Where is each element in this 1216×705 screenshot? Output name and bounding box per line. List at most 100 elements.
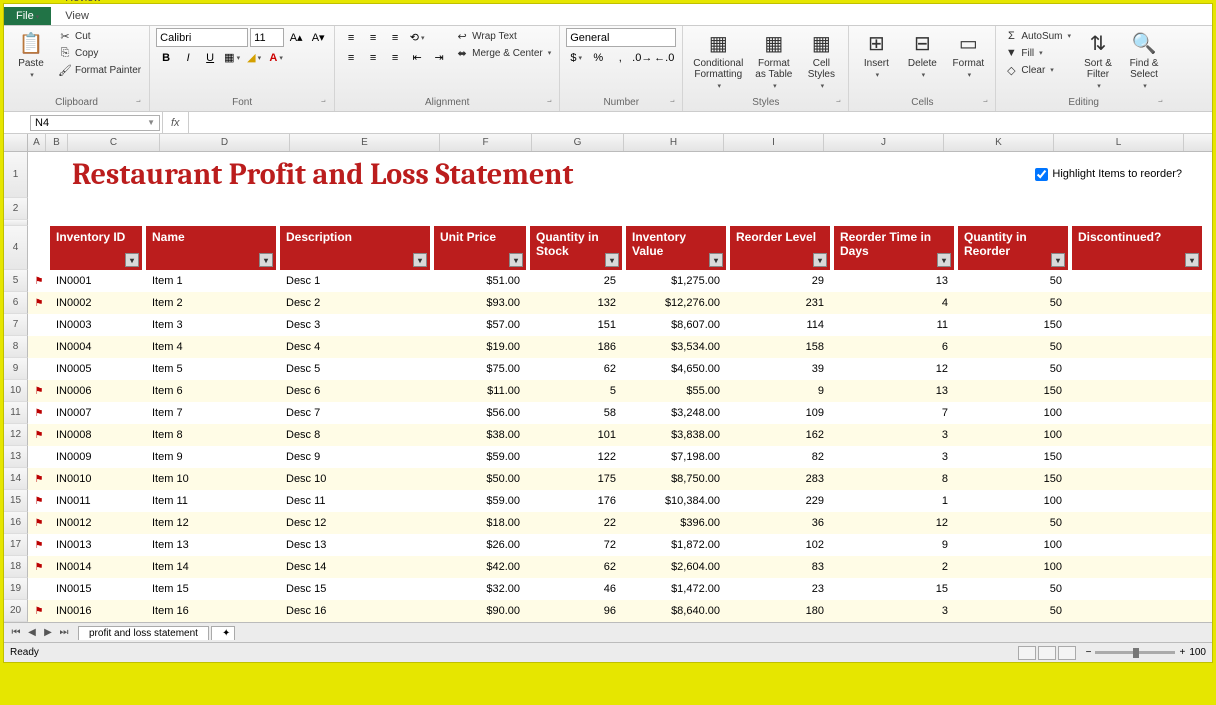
cell[interactable]: 114 xyxy=(730,319,830,331)
cell[interactable]: 7 xyxy=(834,407,954,419)
cell[interactable]: $3,838.00 xyxy=(626,429,726,441)
cell[interactable]: 186 xyxy=(530,341,622,353)
highlight-checkbox-input[interactable] xyxy=(1035,168,1048,181)
cell[interactable]: $26.00 xyxy=(434,539,526,551)
cell[interactable]: 150 xyxy=(958,451,1068,463)
new-sheet-button[interactable]: ✦ xyxy=(211,626,235,640)
col-header-C[interactable]: C xyxy=(68,134,160,151)
fx-button[interactable]: fx xyxy=(162,112,189,133)
cell[interactable]: $59.00 xyxy=(434,451,526,463)
cell[interactable]: 1 xyxy=(834,495,954,507)
cell[interactable]: IN0002 xyxy=(50,297,142,309)
align-bottom-button[interactable]: ≡ xyxy=(385,28,405,47)
grow-font-button[interactable]: A▴ xyxy=(286,28,306,47)
cell[interactable]: 101 xyxy=(530,429,622,441)
row-header-13[interactable]: 13 xyxy=(4,446,28,468)
cell[interactable]: 100 xyxy=(958,429,1068,441)
cell[interactable]: IN0005 xyxy=(50,363,142,375)
cell[interactable]: Item 6 xyxy=(146,385,276,397)
border-button[interactable]: ▦ xyxy=(222,48,242,67)
row-header-5[interactable]: 5 xyxy=(4,270,28,292)
cell[interactable]: 8 xyxy=(834,473,954,485)
cell[interactable]: Desc 9 xyxy=(280,451,430,463)
cell[interactable]: IN0007 xyxy=(50,407,142,419)
find-select-button[interactable]: 🔍Find & Select xyxy=(1123,28,1165,92)
filter-button[interactable]: ▾ xyxy=(709,253,723,267)
cell[interactable]: 3 xyxy=(834,429,954,441)
align-right-button[interactable]: ≡ xyxy=(385,48,405,67)
comma-button[interactable]: , xyxy=(610,48,630,67)
cell[interactable]: Desc 4 xyxy=(280,341,430,353)
copy-button[interactable]: ⎘Copy xyxy=(56,45,143,61)
cell[interactable]: Item 4 xyxy=(146,341,276,353)
cell[interactable]: 50 xyxy=(958,363,1068,375)
cell[interactable]: $3,248.00 xyxy=(626,407,726,419)
row-header-4[interactable]: 4 xyxy=(4,226,28,270)
format-painter-button[interactable]: 🖌Format Painter xyxy=(56,62,143,78)
font-color-button[interactable]: A xyxy=(266,48,286,67)
cell[interactable]: Desc 15 xyxy=(280,583,430,595)
inc-decimal-button[interactable]: .0→ xyxy=(632,48,652,67)
cell[interactable]: 11 xyxy=(834,319,954,331)
align-left-button[interactable]: ≡ xyxy=(341,48,361,67)
cell[interactable]: $12,276.00 xyxy=(626,297,726,309)
cell[interactable]: 96 xyxy=(530,605,622,617)
cell[interactable]: 50 xyxy=(958,605,1068,617)
fill-button[interactable]: ▼Fill xyxy=(1002,45,1073,61)
row-header-15[interactable]: 15 xyxy=(4,490,28,512)
cell[interactable]: $93.00 xyxy=(434,297,526,309)
page-layout-view-button[interactable] xyxy=(1038,646,1056,660)
cell[interactable]: Desc 5 xyxy=(280,363,430,375)
select-all-corner[interactable] xyxy=(4,134,28,151)
cell[interactable]: $8,607.00 xyxy=(626,319,726,331)
sheet-nav-prev[interactable]: ◀ xyxy=(24,627,40,638)
cell[interactable]: 22 xyxy=(530,517,622,529)
row-header-17[interactable]: 17 xyxy=(4,534,28,556)
clear-button[interactable]: ◇Clear xyxy=(1002,62,1073,78)
cell[interactable]: Item 7 xyxy=(146,407,276,419)
accounting-button[interactable]: $ xyxy=(566,48,586,67)
row-header-20[interactable]: 20 xyxy=(4,600,28,622)
filter-button[interactable]: ▾ xyxy=(259,253,273,267)
cell[interactable]: 58 xyxy=(530,407,622,419)
cell[interactable]: 102 xyxy=(730,539,830,551)
cell[interactable]: IN0006 xyxy=(50,385,142,397)
highlight-checkbox[interactable]: Highlight Items to reorder? xyxy=(1035,168,1182,181)
format-cells-button[interactable]: ▭Format xyxy=(947,28,989,81)
row-header-10[interactable]: 10 xyxy=(4,380,28,402)
cell[interactable]: $7,198.00 xyxy=(626,451,726,463)
sheet-tab[interactable]: profit and loss statement xyxy=(78,626,209,640)
cell[interactable]: 50 xyxy=(958,583,1068,595)
filter-button[interactable]: ▾ xyxy=(509,253,523,267)
cell[interactable]: IN0016 xyxy=(50,605,142,617)
cell[interactable]: Desc 12 xyxy=(280,517,430,529)
zoom-slider[interactable] xyxy=(1095,651,1175,654)
cell[interactable]: Desc 6 xyxy=(280,385,430,397)
cell[interactable]: $59.00 xyxy=(434,495,526,507)
wrap-text-button[interactable]: ↩Wrap Text xyxy=(453,28,553,44)
filter-button[interactable]: ▾ xyxy=(413,253,427,267)
col-header-H[interactable]: H xyxy=(624,134,724,151)
cell[interactable]: 283 xyxy=(730,473,830,485)
cell[interactable]: $8,640.00 xyxy=(626,605,726,617)
filter-button[interactable]: ▾ xyxy=(1051,253,1065,267)
row-header-7[interactable]: 7 xyxy=(4,314,28,336)
col-header-B[interactable]: B xyxy=(46,134,68,151)
cell[interactable]: Item 9 xyxy=(146,451,276,463)
cut-button[interactable]: ✂Cut xyxy=(56,28,143,44)
row-header-14[interactable]: 14 xyxy=(4,468,28,490)
conditional-formatting-button[interactable]: ▦Conditional Formatting xyxy=(689,28,747,92)
cell[interactable]: 62 xyxy=(530,561,622,573)
font-size-select[interactable] xyxy=(250,28,284,47)
cell[interactable]: Desc 3 xyxy=(280,319,430,331)
shrink-font-button[interactable]: A▾ xyxy=(308,28,328,47)
merge-center-button[interactable]: ⬌Merge & Center xyxy=(453,45,553,61)
cell[interactable]: 100 xyxy=(958,539,1068,551)
filter-button[interactable]: ▾ xyxy=(813,253,827,267)
cell[interactable]: 46 xyxy=(530,583,622,595)
tab-review[interactable]: Review xyxy=(51,0,141,7)
cells-area[interactable]: Restaurant Profit and Loss Statement Hig… xyxy=(28,152,1212,622)
cell[interactable]: 100 xyxy=(958,495,1068,507)
cell[interactable]: IN0011 xyxy=(50,495,142,507)
file-tab[interactable]: File xyxy=(4,7,51,25)
